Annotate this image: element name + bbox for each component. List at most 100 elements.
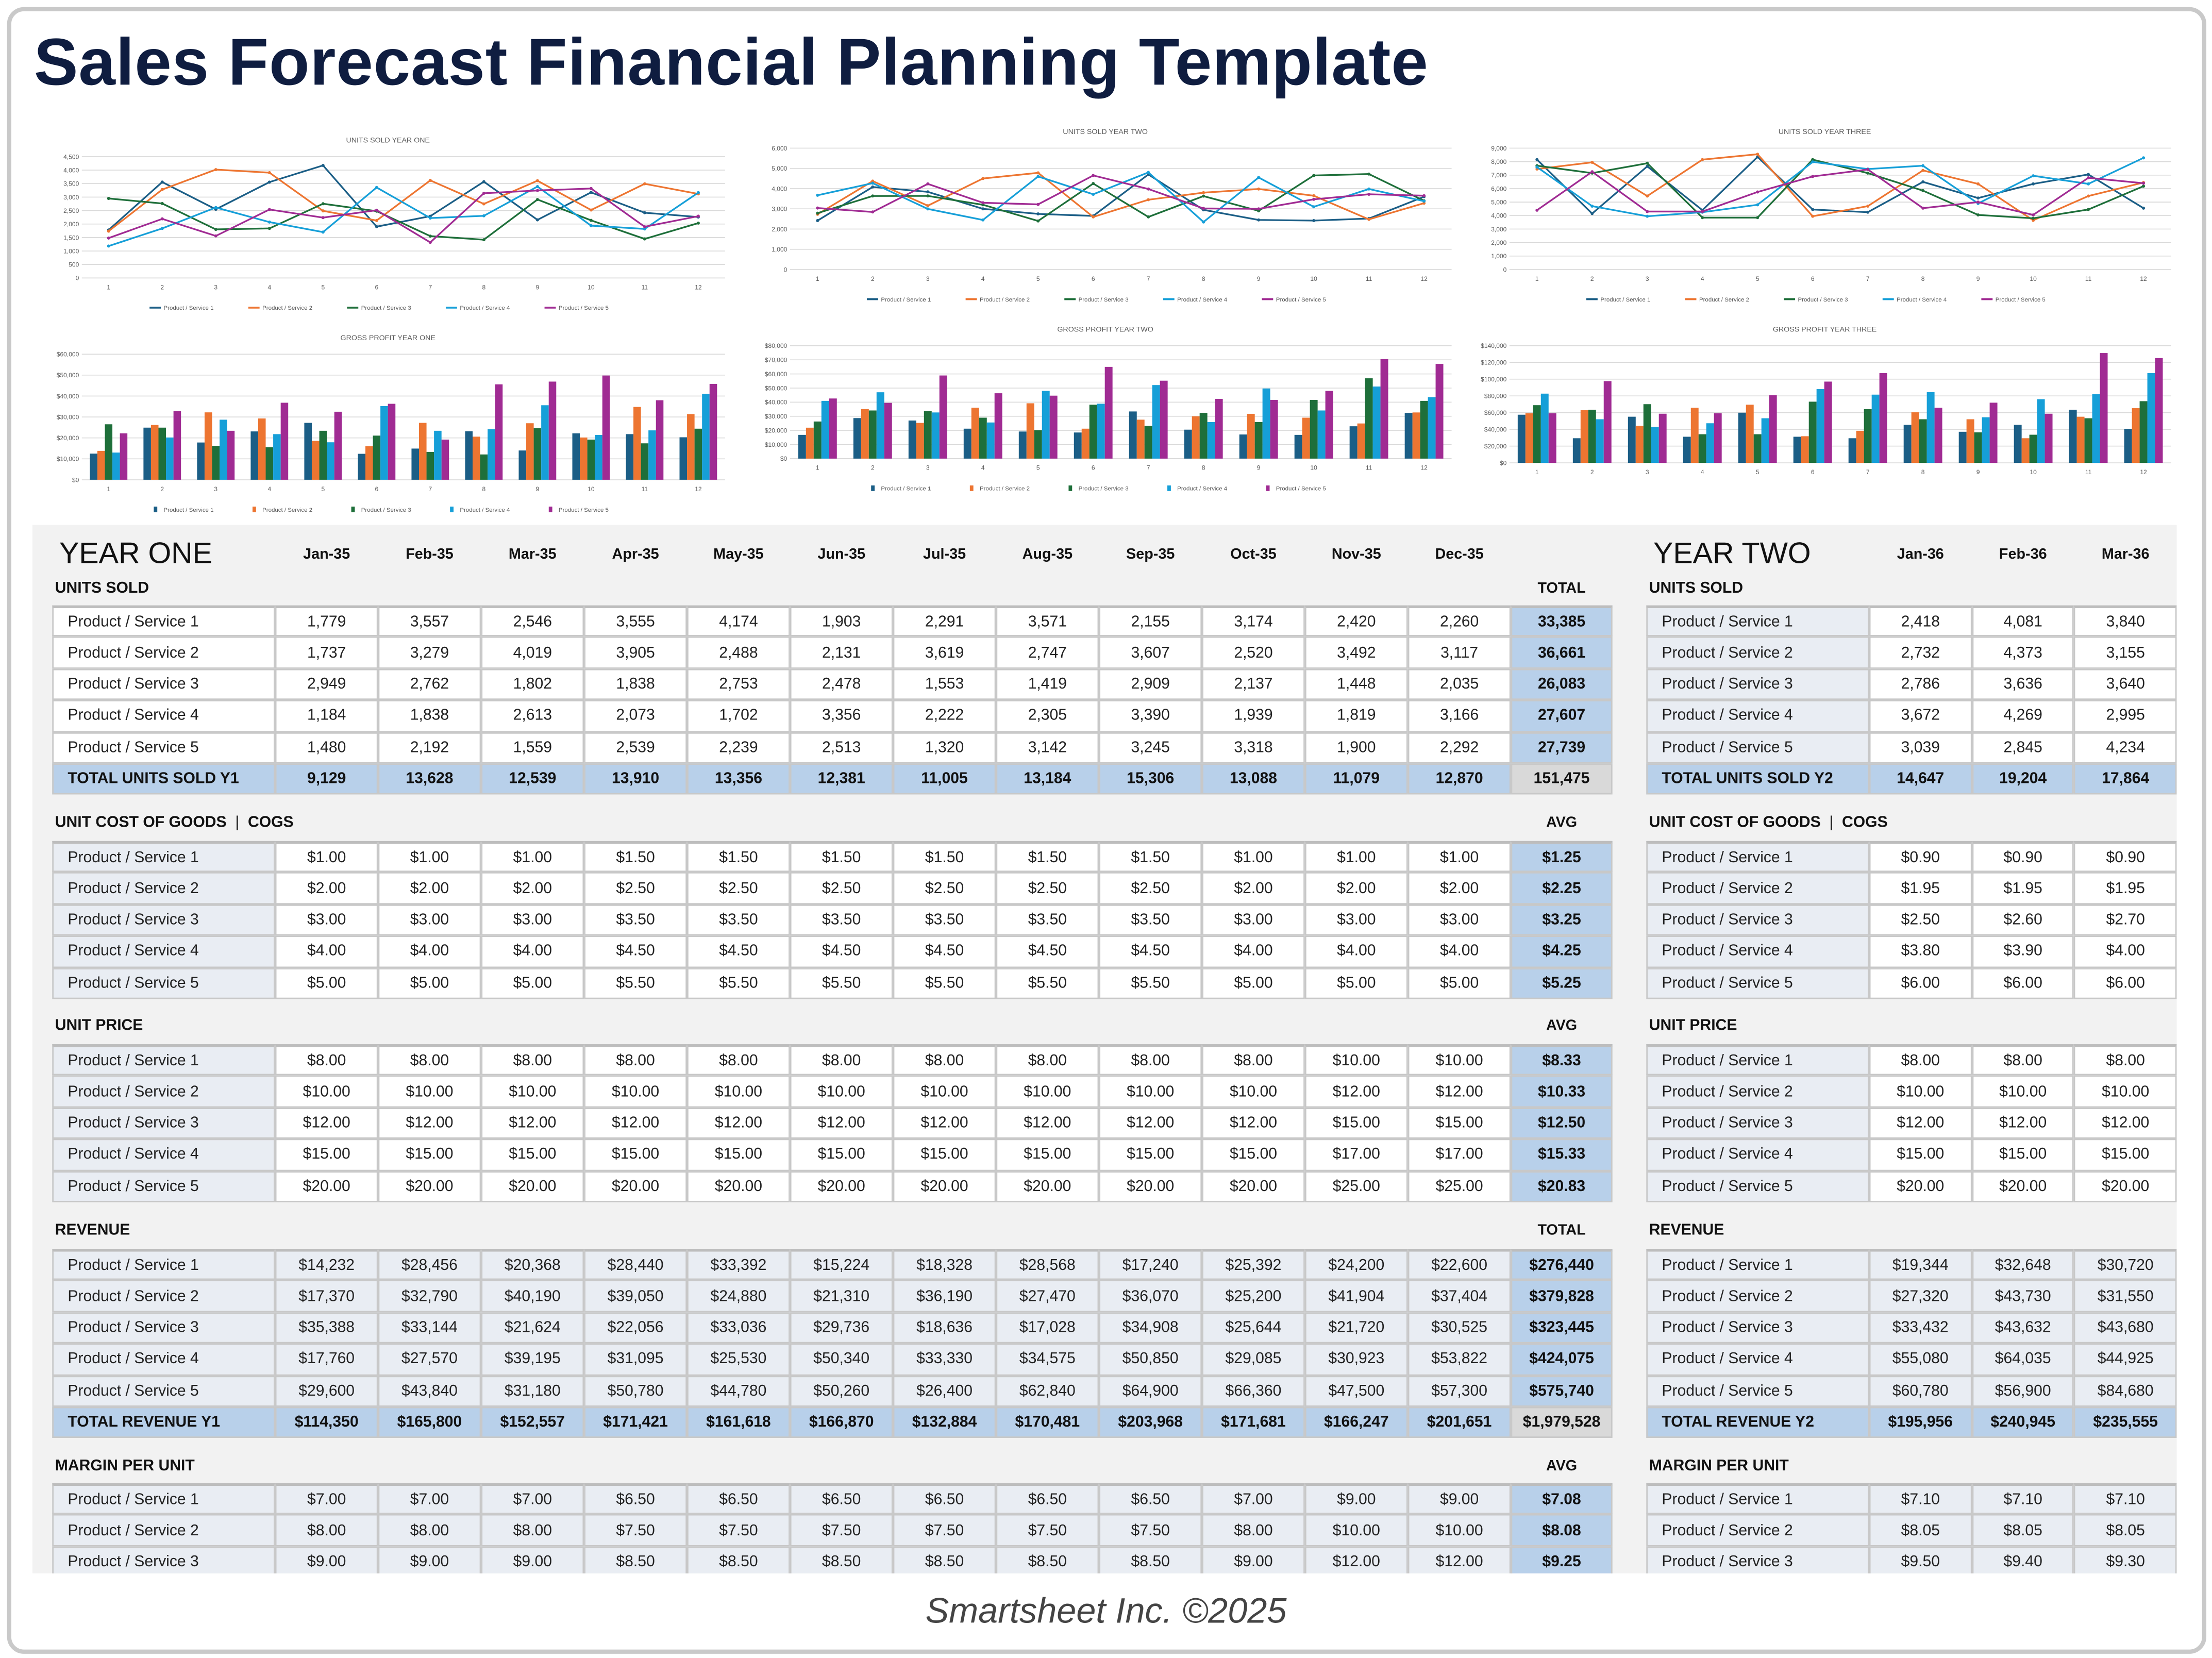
value-cell[interactable]: 4,234 xyxy=(2074,731,2177,764)
value-cell[interactable]: $6.50 xyxy=(893,1483,996,1515)
value-cell[interactable]: $3.00 xyxy=(378,904,481,936)
value-cell[interactable]: $2.50 xyxy=(1869,904,1972,936)
value-cell[interactable]: $10.00 xyxy=(1407,1044,1511,1076)
value-cell[interactable]: $1.00 xyxy=(481,841,584,873)
value-cell[interactable]: $8.50 xyxy=(893,1546,996,1573)
value-cell[interactable]: $35,388 xyxy=(275,1312,378,1344)
value-cell[interactable]: $57,300 xyxy=(1407,1375,1511,1407)
value-cell[interactable]: $4.50 xyxy=(996,935,1099,968)
value-cell[interactable]: $5.50 xyxy=(996,967,1099,999)
value-cell[interactable]: $6.00 xyxy=(1971,967,2074,999)
value-cell[interactable]: $15.00 xyxy=(1099,1138,1202,1171)
value-cell[interactable]: $3.50 xyxy=(1099,904,1202,936)
value-cell[interactable]: $5.00 xyxy=(481,967,584,999)
value-cell[interactable]: $18,636 xyxy=(893,1312,996,1344)
value-cell[interactable]: $12.00 xyxy=(481,1107,584,1139)
value-cell[interactable]: $44,925 xyxy=(2074,1343,2177,1376)
value-cell[interactable]: $84,680 xyxy=(2074,1375,2177,1407)
value-cell[interactable]: $34,908 xyxy=(1099,1312,1202,1344)
value-cell[interactable]: $8.50 xyxy=(687,1546,790,1573)
value-cell[interactable]: $12.00 xyxy=(2074,1107,2177,1139)
value-cell[interactable]: 2,949 xyxy=(275,668,378,700)
value-cell[interactable]: $32,790 xyxy=(378,1280,481,1312)
value-cell[interactable]: $12.00 xyxy=(1304,1076,1408,1108)
total-cell[interactable]: 15,306 xyxy=(1099,763,1202,795)
value-cell[interactable]: 3,390 xyxy=(1099,700,1202,732)
value-cell[interactable]: 1,819 xyxy=(1304,700,1408,732)
summary-cell[interactable]: $9.25 xyxy=(1511,1546,1613,1573)
value-cell[interactable]: $33,432 xyxy=(1869,1312,1972,1344)
summary-cell[interactable]: 26,083 xyxy=(1511,668,1613,700)
value-cell[interactable]: $5.00 xyxy=(275,967,378,999)
value-cell[interactable]: $5.50 xyxy=(687,967,790,999)
value-cell[interactable]: $2.70 xyxy=(2074,904,2177,936)
value-cell[interactable]: $20.00 xyxy=(687,1170,790,1202)
value-cell[interactable]: 3,571 xyxy=(996,605,1099,637)
value-cell[interactable]: $31,095 xyxy=(584,1343,688,1376)
value-cell[interactable]: $7.10 xyxy=(1971,1483,2074,1515)
value-cell[interactable]: $9.50 xyxy=(1869,1546,1972,1573)
value-cell[interactable]: $17.00 xyxy=(1304,1138,1408,1171)
value-cell[interactable]: 4,019 xyxy=(481,637,584,669)
value-cell[interactable]: $1.00 xyxy=(1202,841,1305,873)
value-cell[interactable]: $4.00 xyxy=(481,935,584,968)
value-cell[interactable]: $7.10 xyxy=(1869,1483,1972,1515)
value-cell[interactable]: $20.00 xyxy=(378,1170,481,1202)
value-cell[interactable]: $0.90 xyxy=(2074,841,2177,873)
value-cell[interactable]: $5.50 xyxy=(1099,967,1202,999)
value-cell[interactable]: 1,480 xyxy=(275,731,378,764)
value-cell[interactable]: 2,539 xyxy=(584,731,688,764)
value-cell[interactable]: $12.00 xyxy=(584,1107,688,1139)
total-cell[interactable]: 9,129 xyxy=(275,763,378,795)
value-cell[interactable]: $7.50 xyxy=(996,1514,1099,1547)
value-cell[interactable]: 1,448 xyxy=(1304,668,1408,700)
value-cell[interactable]: $27,470 xyxy=(996,1280,1099,1312)
value-cell[interactable]: 1,939 xyxy=(1202,700,1305,732)
value-cell[interactable]: $5.00 xyxy=(1202,967,1305,999)
value-cell[interactable]: $6.50 xyxy=(687,1483,790,1515)
value-cell[interactable]: $15.00 xyxy=(275,1138,378,1171)
grand-total-cell[interactable]: $1,979,528 xyxy=(1511,1406,1613,1438)
value-cell[interactable]: $10.00 xyxy=(1304,1514,1408,1547)
value-cell[interactable]: 2,192 xyxy=(378,731,481,764)
total-cell[interactable]: $240,945 xyxy=(1971,1406,2074,1438)
value-cell[interactable]: $30,720 xyxy=(2074,1249,2177,1281)
value-cell[interactable]: $32,648 xyxy=(1971,1249,2074,1281)
value-cell[interactable]: $33,330 xyxy=(893,1343,996,1376)
value-cell[interactable]: $3.00 xyxy=(1304,904,1408,936)
value-cell[interactable]: $53,822 xyxy=(1407,1343,1511,1376)
value-cell[interactable]: $25.00 xyxy=(1407,1170,1511,1202)
value-cell[interactable]: 2,753 xyxy=(687,668,790,700)
value-cell[interactable]: $43,730 xyxy=(1971,1280,2074,1312)
value-cell[interactable]: 2,786 xyxy=(1869,668,1972,700)
value-cell[interactable]: 3,117 xyxy=(1407,637,1511,669)
value-cell[interactable]: $12.00 xyxy=(275,1107,378,1139)
value-cell[interactable]: $9.00 xyxy=(1407,1483,1511,1515)
value-cell[interactable]: $47,500 xyxy=(1304,1375,1408,1407)
value-cell[interactable]: $12.00 xyxy=(1099,1107,1202,1139)
value-cell[interactable]: $10.00 xyxy=(1099,1076,1202,1108)
value-cell[interactable]: $7.50 xyxy=(584,1514,688,1547)
value-cell[interactable]: $2.00 xyxy=(378,873,481,905)
total-cell[interactable]: 14,647 xyxy=(1869,763,1972,795)
value-cell[interactable]: $6.50 xyxy=(584,1483,688,1515)
value-cell[interactable]: $8.00 xyxy=(1869,1044,1972,1076)
value-cell[interactable]: 2,137 xyxy=(1202,668,1305,700)
value-cell[interactable]: $4.00 xyxy=(275,935,378,968)
total-cell[interactable]: $235,555 xyxy=(2074,1406,2177,1438)
value-cell[interactable]: 1,900 xyxy=(1304,731,1408,764)
total-cell[interactable]: $195,956 xyxy=(1869,1406,1972,1438)
value-cell[interactable]: $8.00 xyxy=(481,1044,584,1076)
value-cell[interactable]: $2.60 xyxy=(1971,904,2074,936)
value-cell[interactable]: $21,720 xyxy=(1304,1312,1408,1344)
value-cell[interactable]: $12.00 xyxy=(1971,1107,2074,1139)
value-cell[interactable]: $7.00 xyxy=(1202,1483,1305,1515)
value-cell[interactable]: $3.50 xyxy=(584,904,688,936)
value-cell[interactable]: $19,344 xyxy=(1869,1249,1972,1281)
total-cell[interactable]: $170,481 xyxy=(996,1406,1099,1438)
value-cell[interactable]: $62,840 xyxy=(996,1375,1099,1407)
value-cell[interactable]: $17,760 xyxy=(275,1343,378,1376)
total-cell[interactable]: 13,910 xyxy=(584,763,688,795)
value-cell[interactable]: $28,456 xyxy=(378,1249,481,1281)
value-cell[interactable]: 2,478 xyxy=(790,668,893,700)
